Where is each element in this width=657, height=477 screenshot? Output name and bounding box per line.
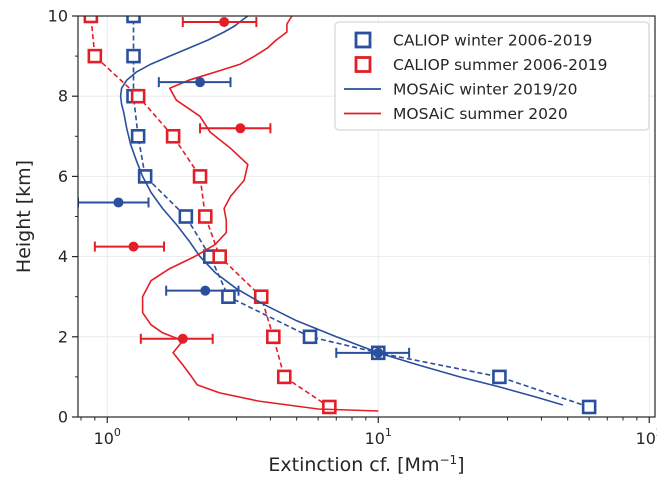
square-marker [492, 369, 507, 385]
legend-item: CALIOP winter 2006-2019 [354, 31, 592, 50]
series-5 [93, 17, 272, 344]
legend: CALIOP winter 2006-2019 CALIOP summer 200… [334, 21, 650, 131]
series-line [141, 16, 379, 412]
point-marker [200, 285, 211, 296]
legend-item: MOSAiC winter 2019/20 [344, 81, 577, 99]
square-marker [178, 209, 194, 224]
square-marker [83, 16, 99, 24]
square-marker [126, 48, 141, 64]
square-marker [276, 369, 292, 385]
square-marker [266, 329, 281, 345]
square-marker [87, 48, 103, 64]
square-marker [126, 16, 141, 24]
legend-label: MOSAiC summer 2020 [393, 105, 568, 123]
square-marker [165, 129, 181, 144]
y-tick-label: 4 [58, 247, 68, 266]
square-marker [221, 289, 236, 305]
y-tick-label: 8 [58, 87, 68, 106]
point-marker [219, 17, 230, 28]
point-marker [235, 123, 246, 134]
square-marker [212, 249, 228, 264]
x-axis-label: Extinction cf. [Mm−1] [268, 453, 464, 476]
plot-area [78, 16, 597, 415]
series-4 [78, 77, 411, 358]
point-marker [113, 197, 124, 208]
legend-box [334, 21, 650, 131]
series-line [119, 16, 564, 406]
square-marker [322, 399, 337, 415]
axis-ticks: 0 2 4 6 8 10 100 101 102 [48, 7, 657, 449]
point-marker [195, 77, 206, 88]
legend-label: CALIOP summer 2006-2019 [393, 56, 608, 74]
square-marker [197, 209, 213, 224]
x-tick-label: 102 [636, 426, 657, 448]
square-marker [130, 129, 146, 144]
y-tick-label: 10 [48, 7, 68, 26]
legend-square-icon [354, 31, 372, 49]
square-marker [302, 329, 318, 345]
y-tick-label: 6 [58, 167, 68, 186]
square-marker [130, 88, 146, 104]
legend-square-icon [354, 56, 372, 73]
legend-item: MOSAiC summer 2020 [344, 105, 568, 123]
legend-item: CALIOP summer 2006-2019 [354, 56, 608, 74]
legend-label: CALIOP winter 2006-2019 [393, 32, 592, 50]
series-2 [119, 16, 564, 406]
series-dashed-line [90, 16, 330, 408]
point-marker [373, 347, 384, 358]
square-marker [581, 399, 597, 415]
point-marker [177, 333, 188, 344]
square-marker [192, 169, 208, 184]
series-3 [141, 16, 379, 412]
y-axis-label: Height [km] [13, 160, 35, 273]
y-tick-label: 2 [58, 327, 68, 346]
legend-label: MOSAiC winter 2019/20 [393, 81, 577, 99]
point-marker [128, 241, 139, 252]
x-tick-label: 100 [94, 426, 121, 448]
y-tick-label: 0 [58, 408, 68, 427]
x-tick-label: 101 [365, 426, 392, 448]
series-1 [83, 16, 337, 415]
